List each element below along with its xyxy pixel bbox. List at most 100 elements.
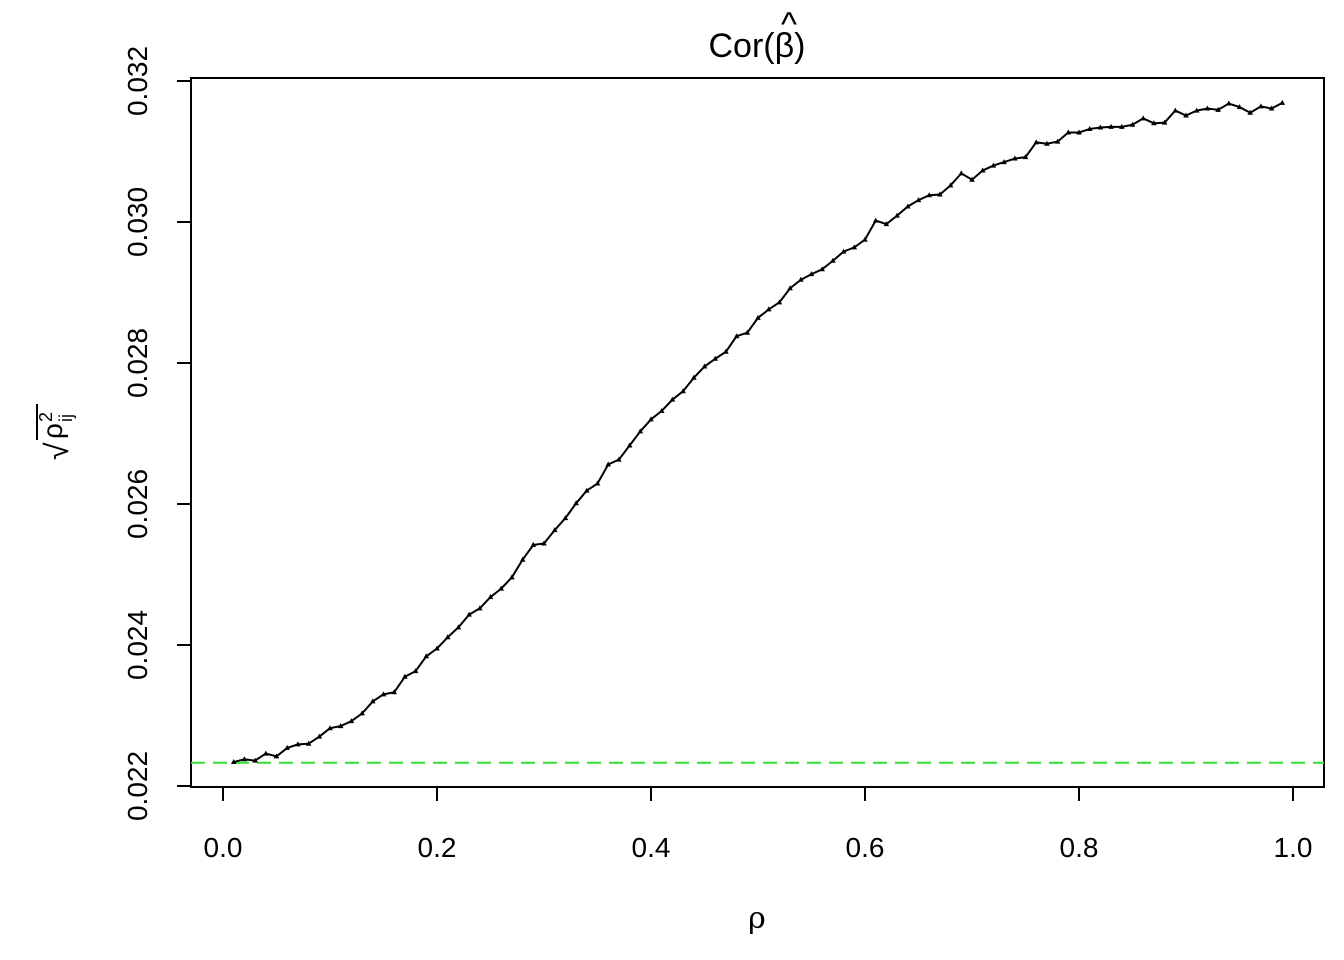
- data-point: [327, 725, 333, 731]
- y-label-subscript: ij: [56, 414, 76, 422]
- title-hat: ^: [781, 6, 797, 44]
- plot-frame: [190, 77, 1325, 788]
- data-point: [787, 285, 793, 291]
- data-point: [1022, 154, 1029, 160]
- data-point: [947, 182, 954, 188]
- series-markers: [230, 99, 1286, 765]
- data-point: [819, 266, 825, 272]
- data-point: [990, 162, 997, 168]
- y-axis-label: √ ρ 2 ij: [36, 404, 76, 460]
- data-point: [851, 244, 858, 250]
- data-point: [1215, 106, 1221, 112]
- data-point: [1193, 107, 1200, 113]
- data-point: [830, 257, 836, 263]
- x-axis: 0.0 0.2 0.4 0.6 0.8 1.0: [204, 786, 1313, 863]
- data-point: [969, 176, 975, 182]
- data-point: [1247, 109, 1253, 115]
- data-point: [616, 456, 622, 462]
- data-point: [455, 624, 462, 630]
- data-point: [1129, 121, 1136, 127]
- data-point: [230, 759, 237, 765]
- data-point: [1044, 140, 1050, 146]
- data-point: [755, 314, 761, 320]
- data-point: [573, 500, 579, 506]
- data-point: [466, 611, 472, 617]
- data-point: [840, 248, 847, 254]
- data-point: [798, 276, 804, 282]
- x-tick-label: 0.2: [418, 832, 457, 863]
- x-axis-label: ρ: [748, 901, 766, 936]
- data-point: [723, 348, 729, 354]
- x-tick-label: 1.0: [1274, 832, 1313, 863]
- data-point: [284, 744, 290, 750]
- data-point: [1108, 123, 1114, 129]
- data-point: [423, 653, 430, 659]
- data-point: [648, 416, 654, 422]
- data-point: [252, 757, 258, 763]
- data-point: [926, 192, 932, 198]
- data-point: [530, 541, 537, 547]
- data-point: [370, 698, 376, 704]
- data-point: [1151, 120, 1157, 126]
- data-point: [359, 710, 365, 716]
- data-point: [562, 515, 569, 521]
- data-point: [391, 689, 397, 695]
- data-point: [776, 299, 783, 305]
- data-point: [1161, 119, 1168, 125]
- y-axis: 0.022 0.024 0.026 0.028 0.030 0.032: [122, 46, 192, 821]
- data-point: [915, 197, 922, 203]
- data-point: [487, 594, 494, 600]
- data-point: [1183, 112, 1189, 118]
- data-point: [765, 306, 772, 312]
- data-point: [937, 191, 943, 197]
- title-beta: β: [775, 27, 795, 65]
- data-point: [509, 574, 515, 580]
- data-point: [477, 605, 483, 611]
- data-point: [1204, 105, 1211, 111]
- data-point: [434, 645, 440, 651]
- data-point: [316, 733, 323, 739]
- data-point: [958, 170, 965, 176]
- data-point: [1033, 139, 1039, 145]
- data-point: [1065, 129, 1072, 135]
- data-point: [1172, 107, 1179, 113]
- data-point: [733, 333, 740, 339]
- data-point: [894, 212, 900, 218]
- data-point: [241, 756, 248, 762]
- y-tick-label: 0.024: [122, 610, 153, 680]
- y-tick-label: 0.030: [122, 187, 153, 257]
- data-point: [744, 329, 751, 335]
- data-point: [1086, 125, 1093, 131]
- data-point: [1001, 159, 1007, 165]
- data-point: [519, 556, 526, 562]
- data-point: [883, 221, 890, 227]
- data-point: [1279, 99, 1286, 105]
- y-label-rho: ρ: [37, 423, 68, 439]
- y-tick-label: 0.028: [122, 328, 153, 398]
- data-point: [712, 355, 718, 361]
- data-point: [498, 585, 504, 591]
- data-point: [1258, 103, 1264, 109]
- title-prefix: Cor(: [709, 27, 776, 65]
- data-point: [273, 753, 280, 759]
- data-point: [979, 167, 986, 173]
- data-point: [701, 363, 708, 369]
- data-point: [872, 217, 879, 223]
- data-point: [1119, 123, 1125, 129]
- data-point: [1140, 115, 1146, 121]
- y-label-superscript: 2: [36, 412, 56, 422]
- data-point: [337, 723, 344, 729]
- data-point: [305, 740, 312, 746]
- x-tick-label: 0.4: [632, 832, 671, 863]
- data-point: [412, 668, 419, 674]
- series-line: [233, 101, 1283, 763]
- title-suffix: ): [794, 27, 805, 65]
- data-point: [380, 691, 387, 697]
- x-tick-label: 0.0: [204, 832, 243, 863]
- chart-title: Cor(β): [709, 27, 806, 65]
- data-point: [669, 396, 676, 402]
- data-point: [1076, 129, 1082, 135]
- data-point: [541, 540, 547, 546]
- data-point: [263, 750, 269, 756]
